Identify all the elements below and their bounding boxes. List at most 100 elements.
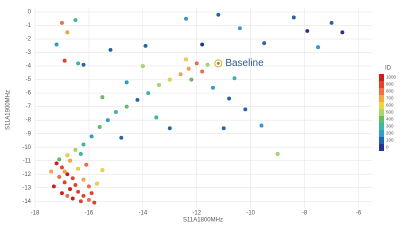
point: [259, 123, 264, 128]
colorbar-label: 300: [386, 124, 394, 129]
point: [154, 115, 159, 120]
point: [92, 200, 97, 205]
point: [65, 193, 70, 198]
y-axis-title: S11A1900MHz: [6, 90, 12, 130]
colorbar-title: ID: [385, 66, 392, 72]
y-tick-label: -2: [26, 37, 32, 43]
point: [65, 153, 70, 158]
point: [105, 118, 110, 123]
point: [210, 85, 215, 90]
colorbar-label: 800: [386, 89, 394, 94]
colorbar-label: 700: [386, 96, 394, 101]
y-tick-label: -5: [26, 77, 32, 83]
point: [81, 62, 86, 67]
point: [113, 110, 118, 115]
point: [97, 124, 102, 129]
y-tick-label: -3: [26, 50, 32, 56]
y-tick-label: -8: [26, 118, 32, 124]
point: [216, 12, 221, 17]
y-tick-label: -6: [26, 91, 32, 97]
colorbar-label: 900: [386, 82, 394, 87]
x-tick-label: -8: [302, 211, 308, 217]
y-tick-label: -1: [26, 23, 32, 29]
point: [67, 187, 73, 192]
point: [73, 182, 78, 188]
x-tick-label: -12: [192, 211, 201, 217]
point: [76, 189, 81, 194]
colorbar-label: 100: [386, 138, 394, 143]
colorbar-label: 200: [386, 131, 394, 136]
point: [124, 80, 129, 85]
point: [275, 151, 280, 156]
colorbar-segment: [379, 123, 384, 130]
colorbar-segment: [379, 144, 384, 151]
point: [340, 30, 345, 35]
point: [76, 61, 81, 66]
x-tick-label: -10: [246, 211, 255, 217]
point: [167, 77, 172, 82]
point: [70, 176, 75, 181]
x-tick-label: -18: [31, 211, 40, 217]
x-axis-title: S11A1800MHz: [183, 218, 223, 224]
colorbar-segment: [379, 137, 384, 144]
point: [54, 42, 59, 47]
point: [183, 57, 189, 62]
point: [232, 76, 237, 81]
colorbar-segment: [379, 116, 384, 123]
x-tick-label: -16: [85, 211, 94, 217]
colorbar-label: 0: [386, 145, 389, 150]
point: [329, 20, 334, 25]
point: [62, 58, 67, 63]
point: [89, 134, 94, 139]
y-tick-label: 0: [28, 10, 32, 16]
point: [65, 172, 70, 177]
point: [108, 47, 113, 52]
y-tick-label: -13: [22, 185, 31, 191]
point: [62, 169, 67, 174]
point: [100, 95, 105, 100]
y-tick-label: -10: [22, 145, 31, 151]
colorbar-segment: [379, 109, 384, 116]
point: [78, 199, 83, 204]
colorbar-segment: [379, 74, 384, 81]
point: [189, 77, 194, 82]
point: [57, 174, 62, 179]
colorbar-segment: [379, 88, 384, 95]
point: [156, 82, 162, 88]
colorbar-segment: [379, 130, 384, 137]
y-tick-label: -4: [26, 64, 32, 70]
point: [51, 184, 56, 189]
point: [291, 15, 296, 20]
point: [59, 165, 65, 170]
point: [62, 180, 67, 185]
point: [221, 126, 226, 131]
chart: S11A1900MHz S11A1800MHz ID 0 -1 -2 -3 -4 -5 -6…: [6, 8, 397, 224]
point: [94, 181, 100, 186]
colorbar-label: 400: [386, 117, 394, 122]
point: [167, 126, 172, 131]
point: [57, 157, 62, 162]
point: [73, 18, 78, 23]
colorbar-segment: [379, 81, 384, 88]
point: [84, 162, 89, 167]
point: [316, 45, 321, 50]
point: [135, 97, 140, 102]
point: [237, 26, 242, 31]
colorbar-label: 500: [386, 110, 394, 115]
colorbar-segment: [379, 95, 384, 102]
y-tick-label: -11: [23, 158, 32, 164]
point: [89, 191, 94, 196]
y-tick-label: -9: [26, 131, 32, 137]
point: [183, 16, 189, 21]
point: [243, 107, 248, 112]
point: [146, 91, 151, 96]
point: [194, 61, 199, 66]
point: [186, 66, 191, 71]
point: [65, 30, 70, 35]
point: [70, 196, 75, 201]
point: [200, 69, 205, 74]
x-tick-label: -6: [356, 211, 362, 217]
point: [100, 168, 105, 173]
point: [59, 191, 65, 196]
annotation-label: Baseline: [225, 58, 264, 69]
